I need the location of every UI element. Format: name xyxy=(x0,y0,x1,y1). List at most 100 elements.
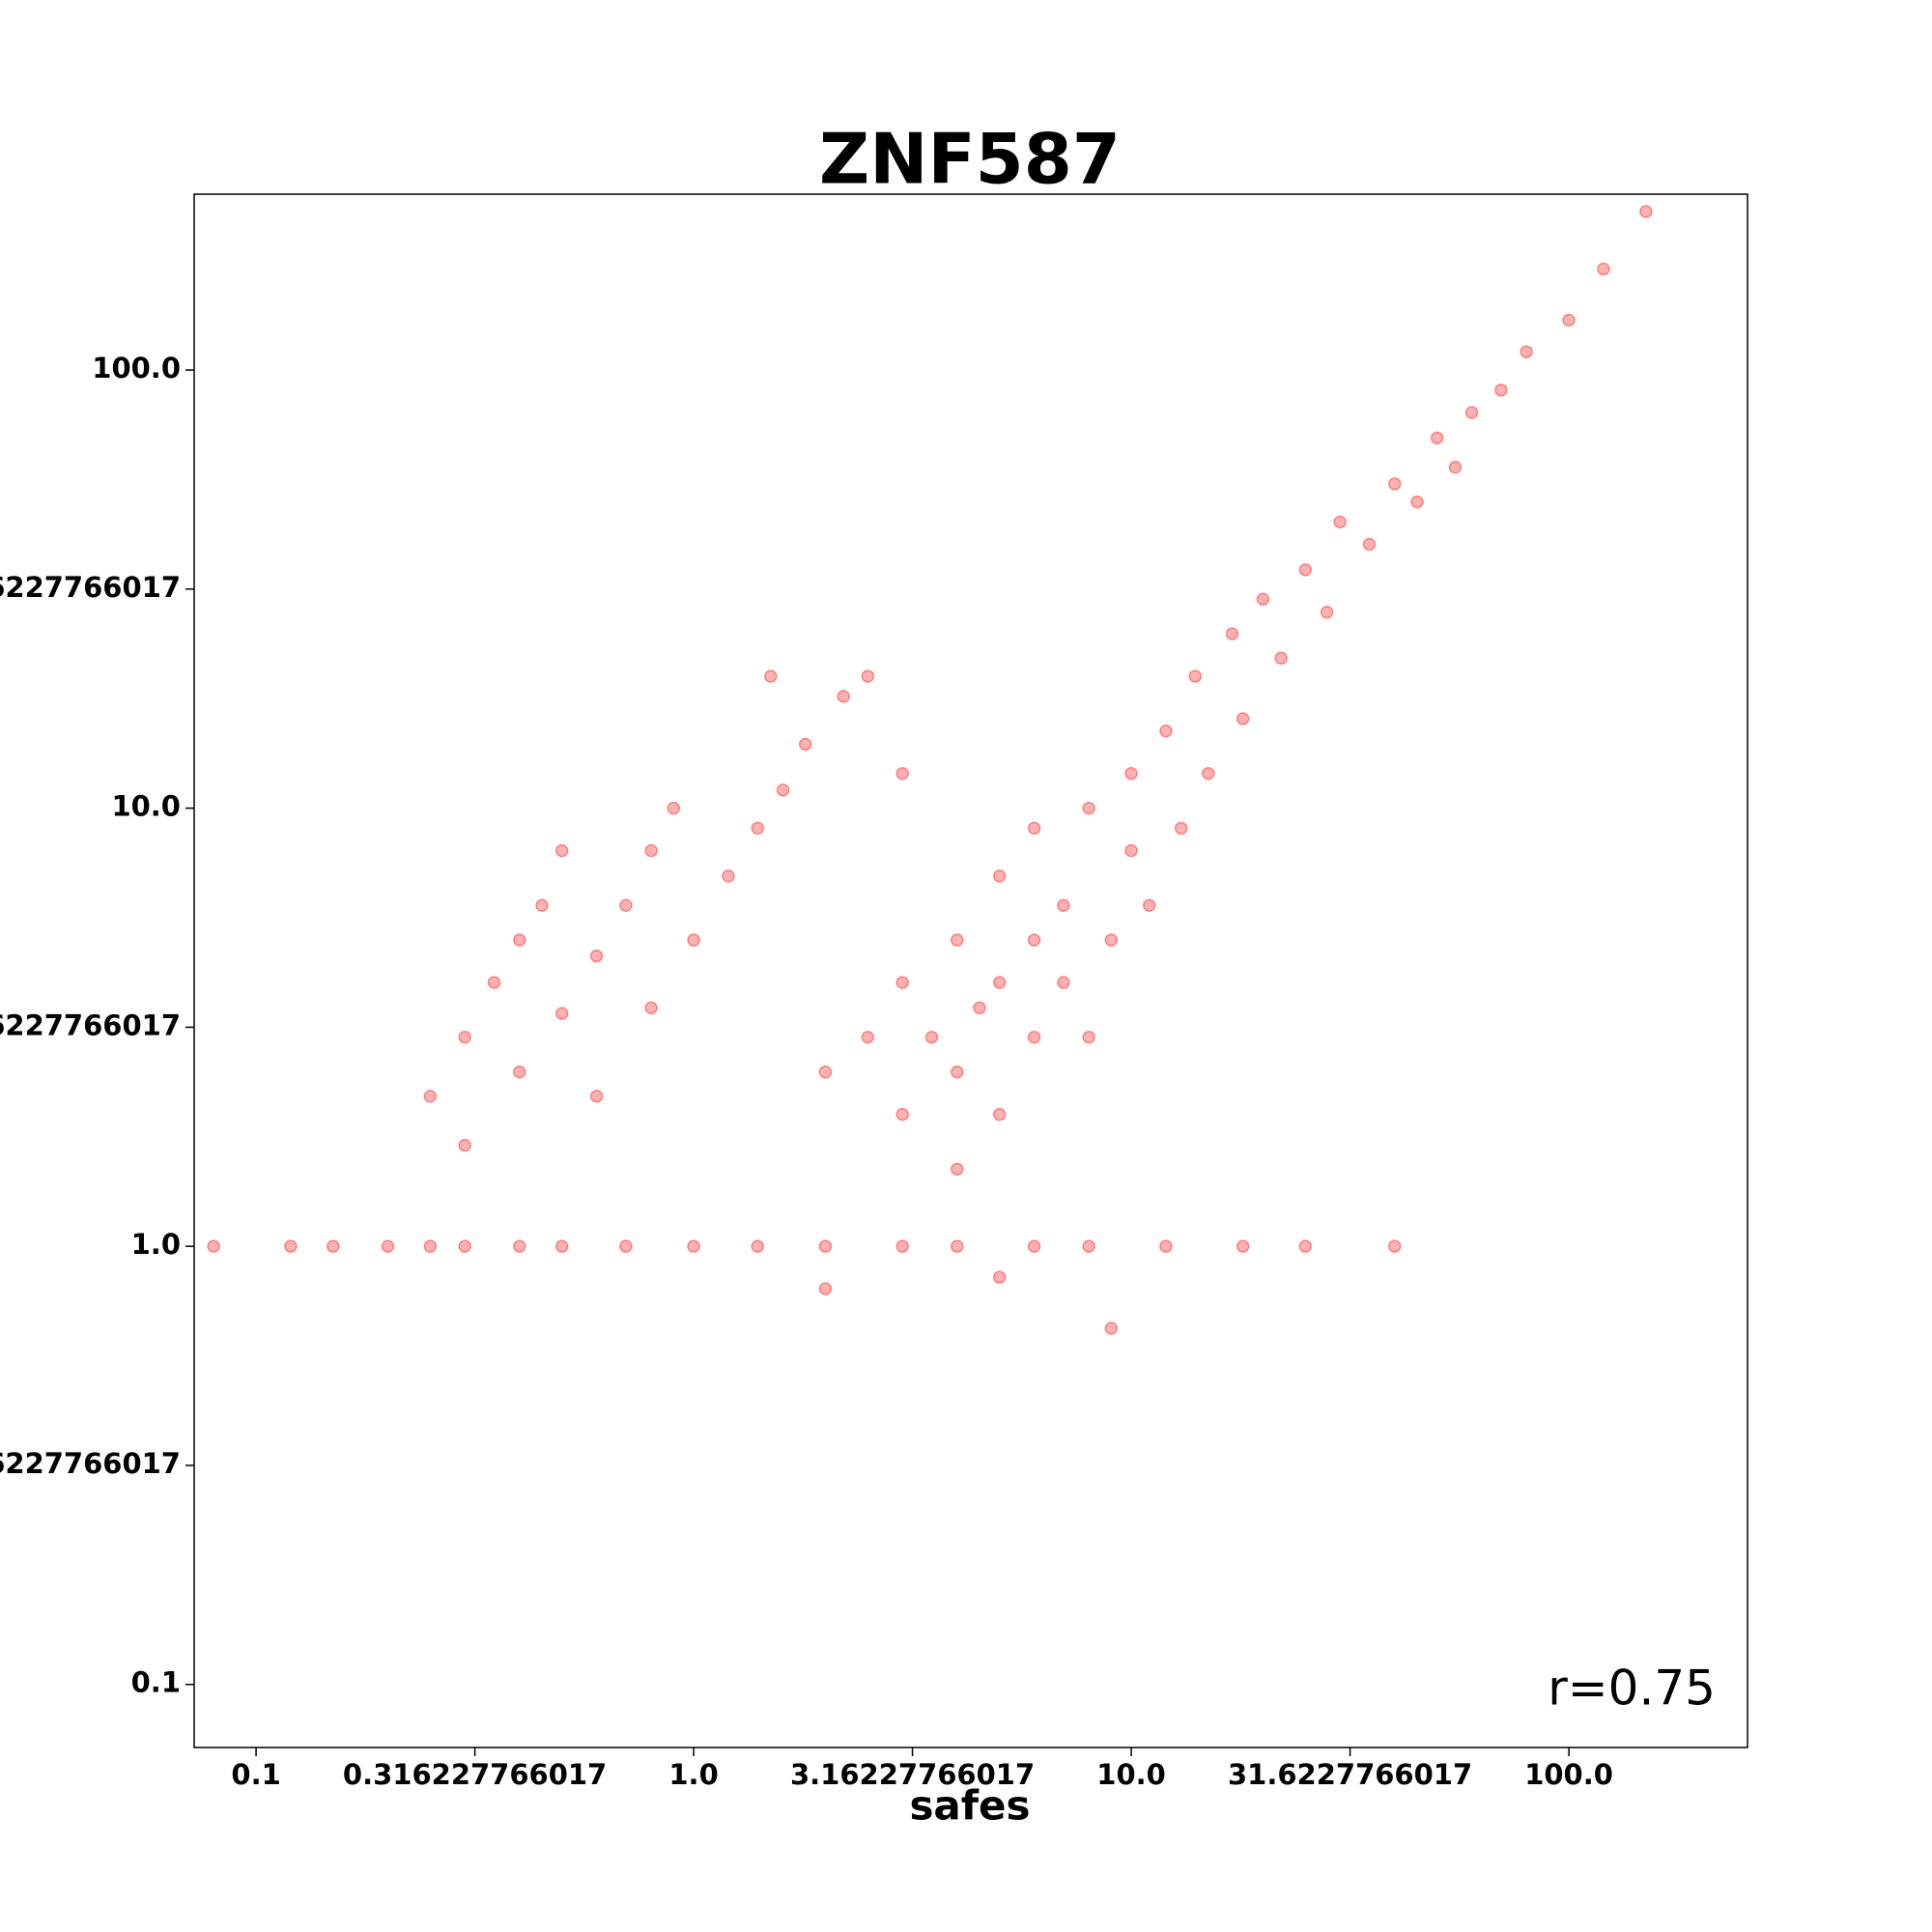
annotation: r=0.75 xyxy=(1548,1661,1716,1717)
point xyxy=(619,1239,633,1253)
point xyxy=(1494,384,1508,397)
point xyxy=(1027,1031,1041,1044)
point xyxy=(861,1031,875,1044)
point xyxy=(1143,898,1156,912)
point xyxy=(458,1239,471,1253)
y-tick-label: 100.0 xyxy=(92,352,181,384)
point xyxy=(554,1239,569,1253)
point xyxy=(1202,766,1215,781)
point xyxy=(1104,933,1119,947)
point xyxy=(1082,1031,1095,1044)
point xyxy=(1225,627,1239,640)
point xyxy=(327,1239,340,1253)
point xyxy=(513,1065,526,1079)
point xyxy=(207,1239,220,1253)
point xyxy=(1562,313,1576,327)
point xyxy=(776,783,790,797)
point xyxy=(644,843,658,858)
x-tick-label: 1.0 xyxy=(668,1758,718,1791)
point xyxy=(764,669,778,683)
point xyxy=(818,1282,833,1295)
point xyxy=(1320,606,1334,619)
point xyxy=(751,1239,765,1253)
point xyxy=(1388,1239,1402,1253)
point xyxy=(1057,976,1070,989)
point xyxy=(1124,843,1138,858)
x-tick-label: 10.0 xyxy=(1096,1758,1166,1791)
x-tick-label: 3.16227766017 xyxy=(790,1758,1035,1791)
point xyxy=(992,1107,1007,1122)
point xyxy=(535,898,549,912)
chart-title: ZNF587 xyxy=(819,119,1121,200)
point xyxy=(1159,724,1173,738)
point xyxy=(589,1090,604,1103)
point xyxy=(818,1239,833,1253)
point xyxy=(1104,1321,1119,1335)
point xyxy=(798,737,812,752)
point xyxy=(1159,1239,1173,1253)
point xyxy=(951,1065,964,1079)
point xyxy=(1362,537,1377,552)
point xyxy=(513,933,526,947)
point xyxy=(1082,801,1095,815)
point xyxy=(1639,205,1653,218)
point xyxy=(951,933,964,947)
point xyxy=(1174,821,1188,836)
point xyxy=(458,1031,471,1044)
x-tick-label: 100.0 xyxy=(1524,1758,1613,1791)
point xyxy=(1236,1239,1250,1253)
point xyxy=(1298,1239,1313,1253)
point xyxy=(1448,460,1463,474)
y-tick-label: 0.1 xyxy=(131,1666,181,1699)
point xyxy=(1464,406,1479,419)
point xyxy=(487,976,501,989)
point xyxy=(1256,592,1270,606)
point xyxy=(458,1138,471,1152)
point xyxy=(1124,766,1138,781)
point xyxy=(992,1270,1007,1284)
point xyxy=(284,1239,298,1253)
x-tick-label: 31.6227766017 xyxy=(1228,1758,1472,1791)
point xyxy=(1082,1239,1095,1253)
y-tick-label: 3.16227766017 xyxy=(0,1009,181,1041)
point xyxy=(1298,563,1313,577)
point xyxy=(1236,712,1250,725)
point xyxy=(513,1239,526,1253)
point xyxy=(554,1007,569,1020)
point xyxy=(837,690,850,703)
point xyxy=(1388,477,1402,491)
point xyxy=(1027,933,1041,947)
point xyxy=(1597,262,1610,276)
point xyxy=(973,1001,986,1015)
x-axis-label: safes xyxy=(909,1782,1030,1830)
point xyxy=(895,766,909,781)
point xyxy=(951,1162,964,1177)
point xyxy=(924,1031,939,1044)
point xyxy=(1027,1239,1041,1253)
y-tick-label: 31.6227766017 xyxy=(0,571,181,604)
point xyxy=(1410,495,1424,509)
point xyxy=(751,821,765,836)
point xyxy=(895,1239,909,1253)
plot-frame xyxy=(193,193,1748,1748)
point xyxy=(687,1239,700,1253)
point xyxy=(722,869,735,883)
point xyxy=(1333,515,1347,529)
y-tick-label: 1.0 xyxy=(131,1228,181,1261)
point xyxy=(554,843,569,858)
point xyxy=(423,1090,438,1103)
point xyxy=(1027,821,1041,836)
point xyxy=(423,1239,438,1253)
point xyxy=(687,933,700,947)
point xyxy=(1520,345,1533,359)
point xyxy=(895,1107,909,1122)
point xyxy=(992,869,1007,883)
point xyxy=(895,976,909,989)
point xyxy=(644,1001,658,1015)
x-tick-label: 0.316227766017 xyxy=(343,1758,607,1791)
point xyxy=(1057,898,1070,912)
point xyxy=(992,976,1007,989)
point xyxy=(818,1065,833,1079)
